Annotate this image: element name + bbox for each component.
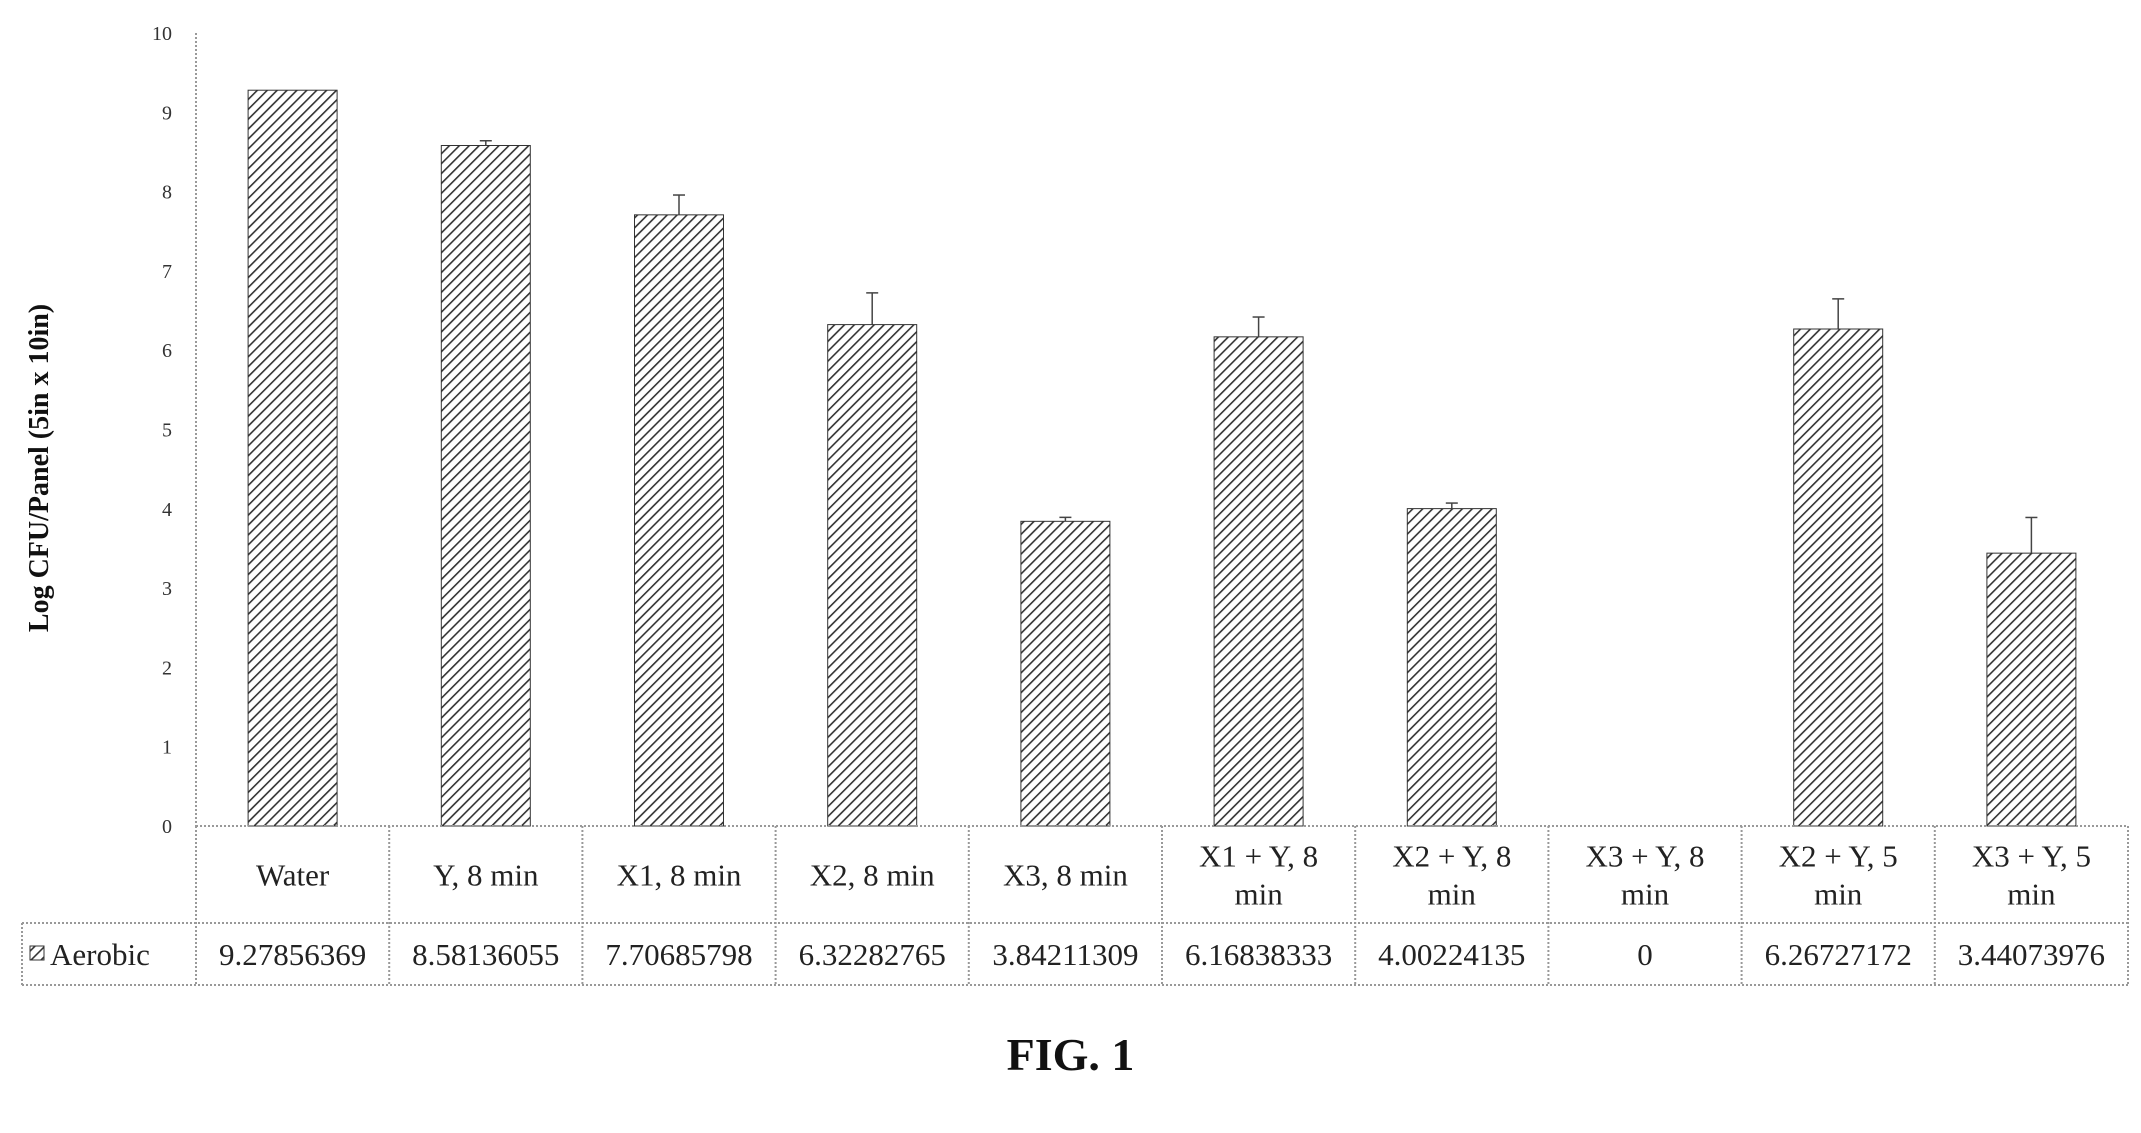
- data-label: 0: [1637, 937, 1653, 972]
- data-label: 4.00224135: [1378, 937, 1525, 972]
- y-tick-label: 5: [162, 420, 172, 442]
- data-label: 9.27856369: [219, 937, 366, 972]
- category-label: X1 + Y, 8 min: [1199, 839, 1318, 912]
- data-label: 6.32282765: [799, 937, 946, 972]
- category-label: Y, 8 min: [433, 858, 539, 893]
- data-label: 6.16838333: [1185, 937, 1332, 972]
- bar: [1020, 520, 1111, 827]
- bar: [1986, 552, 2077, 827]
- y-axis-label: Log CFU/Panel (5in x 10in): [24, 304, 55, 632]
- y-tick-label: 3: [162, 578, 172, 600]
- y-tick-label: 8: [162, 182, 172, 204]
- category-label: X2 + Y, 8 min: [1392, 839, 1511, 912]
- y-tick-label: 2: [162, 657, 172, 679]
- y-tick-label: 6: [162, 340, 172, 362]
- category-label: X3, 8 min: [1003, 858, 1128, 893]
- category-label: X2, 8 min: [810, 858, 935, 893]
- legend-label: Aerobic: [50, 937, 150, 972]
- category-label: X3 + Y, 5 min: [1972, 839, 2091, 912]
- bar: [440, 144, 531, 827]
- category-label: X3 + Y, 8 min: [1585, 839, 1704, 912]
- bar: [634, 214, 724, 827]
- data-label: 3.84211309: [992, 937, 1138, 972]
- bar: [1406, 508, 1497, 827]
- bar: [247, 89, 338, 827]
- data-label: 8.58136055: [412, 937, 559, 972]
- category-label: Water: [256, 858, 330, 893]
- bar: [1793, 328, 1884, 827]
- y-tick-label: 1: [162, 737, 172, 759]
- data-label: 3.44073976: [1958, 937, 2105, 972]
- data-label: 7.70685798: [605, 937, 752, 972]
- y-tick-label: 4: [162, 499, 172, 521]
- chart: Log CFU/Panel (5in x 10in) 012345678910 …: [21, 23, 2129, 986]
- figure-caption: FIG. 1: [1006, 1029, 1135, 1080]
- y-tick-label: 7: [162, 261, 172, 283]
- category-label: X1, 8 min: [617, 858, 742, 893]
- bar: [827, 324, 918, 827]
- data-label: 6.26727172: [1765, 937, 1912, 972]
- y-tick-label: 10: [152, 23, 172, 45]
- legend-swatch: [29, 945, 45, 961]
- bar: [1213, 336, 1304, 827]
- y-tick-label: 9: [162, 102, 172, 124]
- y-tick-label: 0: [162, 816, 172, 838]
- category-label: X2 + Y, 5 min: [1779, 839, 1898, 912]
